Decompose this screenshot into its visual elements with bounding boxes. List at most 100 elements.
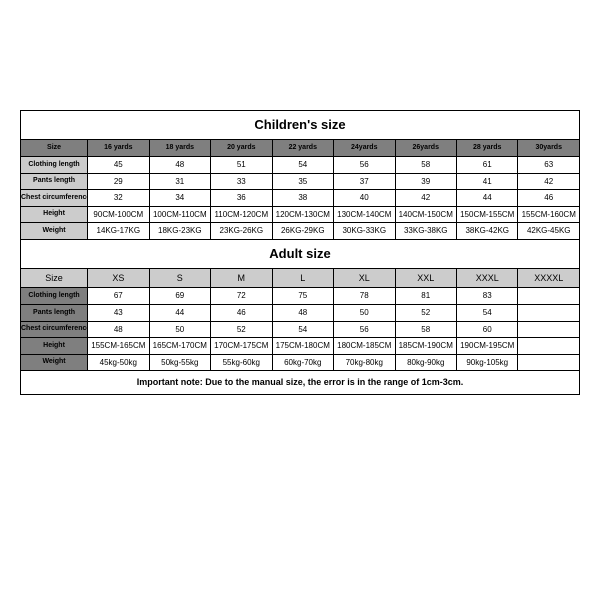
cell: 165CM-170CM <box>149 338 210 355</box>
cell: 90kg-105kg <box>456 354 517 371</box>
col-24: 24yards <box>334 139 395 156</box>
col-xxxl: XXXL <box>456 268 517 288</box>
cell: 81 <box>395 288 456 305</box>
note-text: Important note: Due to the manual size, … <box>21 371 580 395</box>
cell: 40 <box>334 190 395 207</box>
cell: 120CM-130CM <box>272 206 333 223</box>
cell: 140CM-150CM <box>395 206 456 223</box>
adult-header: Size XS S M L XL XXL XXXL XXXXL <box>21 268 580 288</box>
row-child-chest: Chest circumference 1/2 32 34 36 38 40 4… <box>21 190 580 207</box>
cell: 190CM-195CM <box>456 338 517 355</box>
cell: 42 <box>518 173 580 190</box>
cell: 48 <box>272 304 333 321</box>
cell: 60 <box>456 321 517 338</box>
row-adult-chest: Chest circumference 1/2 48 50 52 54 56 5… <box>21 321 580 338</box>
col-30: 30yards <box>518 139 580 156</box>
col-size: Size <box>21 268 88 288</box>
cell: 14KG-17KG <box>88 223 149 240</box>
col-22: 22 yards <box>272 139 333 156</box>
cell: 78 <box>334 288 395 305</box>
cell: 45kg-50kg <box>88 354 149 371</box>
col-xxl: XXL <box>395 268 456 288</box>
col-26: 26yards <box>395 139 456 156</box>
size-table: Children's size Size 16 yards 18 yards 2… <box>20 110 580 395</box>
col-28: 28 yards <box>456 139 517 156</box>
cell: 54 <box>456 304 517 321</box>
col-s: S <box>149 268 210 288</box>
cell: 23KG-26KG <box>211 223 272 240</box>
cell: 185CM-190CM <box>395 338 456 355</box>
row-label: Height <box>21 206 88 223</box>
cell <box>518 338 580 355</box>
cell: 180CM-185CM <box>334 338 395 355</box>
cell: 100CM-110CM <box>149 206 210 223</box>
cell: 61 <box>456 156 517 173</box>
cell: 46 <box>518 190 580 207</box>
cell: 90CM-100CM <box>88 206 149 223</box>
cell: 83 <box>456 288 517 305</box>
cell: 155CM-160CM <box>518 206 580 223</box>
row-label: Clothing length <box>21 156 88 173</box>
cell: 34 <box>149 190 210 207</box>
cell: 45 <box>88 156 149 173</box>
cell: 67 <box>88 288 149 305</box>
row-label: Pants length <box>21 304 88 321</box>
col-m: M <box>211 268 272 288</box>
row-child-clothing: Clothing length 45 48 51 54 56 58 61 63 <box>21 156 580 173</box>
cell: 33KG-38KG <box>395 223 456 240</box>
adult-title-row: Adult size <box>21 239 580 268</box>
cell: 150CM-155CM <box>456 206 517 223</box>
adult-title: Adult size <box>21 239 580 268</box>
row-label: Weight <box>21 354 88 371</box>
cell: 38KG-42KG <box>456 223 517 240</box>
cell: 75 <box>272 288 333 305</box>
row-label: Chest circumference 1/2 <box>21 321 88 338</box>
col-16: 16 yards <box>88 139 149 156</box>
cell: 155CM-165CM <box>88 338 149 355</box>
row-adult-height: Height 155CM-165CM 165CM-170CM 170CM-175… <box>21 338 580 355</box>
cell: 54 <box>272 321 333 338</box>
children-title: Children's size <box>21 111 580 140</box>
cell: 50 <box>334 304 395 321</box>
cell: 54 <box>272 156 333 173</box>
cell <box>518 321 580 338</box>
cell: 38 <box>272 190 333 207</box>
cell: 50 <box>149 321 210 338</box>
cell: 46 <box>211 304 272 321</box>
cell: 55kg-60kg <box>211 354 272 371</box>
cell: 36 <box>211 190 272 207</box>
cell: 44 <box>149 304 210 321</box>
row-adult-pants: Pants length 43 44 46 48 50 52 54 <box>21 304 580 321</box>
cell: 60kg-70kg <box>272 354 333 371</box>
row-label: Pants length <box>21 173 88 190</box>
cell: 52 <box>395 304 456 321</box>
cell <box>518 304 580 321</box>
cell: 48 <box>149 156 210 173</box>
cell: 110CM-120CM <box>211 206 272 223</box>
cell: 51 <box>211 156 272 173</box>
cell: 41 <box>456 173 517 190</box>
cell: 39 <box>395 173 456 190</box>
cell: 37 <box>334 173 395 190</box>
cell: 42 <box>395 190 456 207</box>
children-header: Size 16 yards 18 yards 20 yards 22 yards… <box>21 139 580 156</box>
size-chart-page: Children's size Size 16 yards 18 yards 2… <box>0 0 600 600</box>
row-child-weight: Weight 14KG-17KG 18KG-23KG 23KG-26KG 26K… <box>21 223 580 240</box>
cell: 80kg-90kg <box>395 354 456 371</box>
row-adult-clothing: Clothing length 67 69 72 75 78 81 83 <box>21 288 580 305</box>
cell: 63 <box>518 156 580 173</box>
col-size: Size <box>21 139 88 156</box>
col-l: L <box>272 268 333 288</box>
col-20: 20 yards <box>211 139 272 156</box>
col-xl: XL <box>334 268 395 288</box>
cell: 30KG-33KG <box>334 223 395 240</box>
cell: 42KG-45KG <box>518 223 580 240</box>
cell: 52 <box>211 321 272 338</box>
cell: 170CM-175CM <box>211 338 272 355</box>
cell: 32 <box>88 190 149 207</box>
cell: 26KG-29KG <box>272 223 333 240</box>
cell: 56 <box>334 156 395 173</box>
row-child-pants: Pants length 29 31 33 35 37 39 41 42 <box>21 173 580 190</box>
cell: 48 <box>88 321 149 338</box>
col-18: 18 yards <box>149 139 210 156</box>
